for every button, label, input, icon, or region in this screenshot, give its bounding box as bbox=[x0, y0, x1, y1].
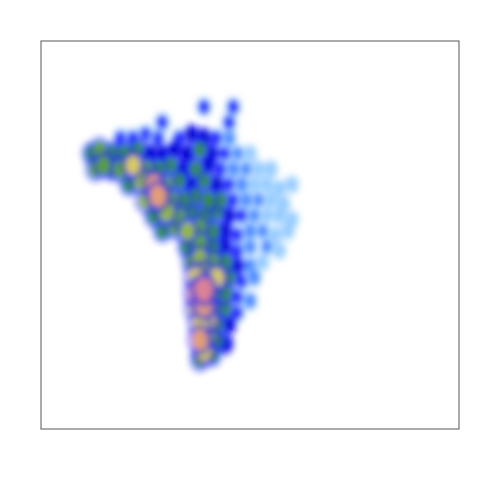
density-cell bbox=[266, 162, 276, 175]
density-cell bbox=[274, 209, 284, 222]
density-cell bbox=[257, 225, 267, 238]
density-cell bbox=[97, 156, 111, 174]
density-cell bbox=[228, 100, 239, 114]
density-cell bbox=[150, 185, 167, 207]
density-cell bbox=[245, 147, 255, 160]
density-cell bbox=[257, 256, 267, 269]
density-cell bbox=[262, 209, 272, 222]
density-cell bbox=[262, 240, 272, 253]
density-cell bbox=[266, 194, 276, 207]
density-cell bbox=[253, 194, 263, 207]
density-cell bbox=[262, 178, 272, 191]
density-cell bbox=[126, 156, 141, 175]
density-cell bbox=[194, 142, 206, 158]
density-cell bbox=[253, 162, 263, 175]
density-cell bbox=[274, 244, 284, 257]
density-cell bbox=[287, 213, 297, 226]
density-cell bbox=[195, 278, 212, 301]
density-cell bbox=[190, 161, 202, 177]
density-cell bbox=[287, 178, 297, 191]
density-cell bbox=[180, 222, 194, 240]
density-cell bbox=[199, 100, 210, 114]
density-cell bbox=[202, 192, 215, 209]
density-cell bbox=[249, 178, 259, 191]
density-cell bbox=[192, 330, 208, 350]
